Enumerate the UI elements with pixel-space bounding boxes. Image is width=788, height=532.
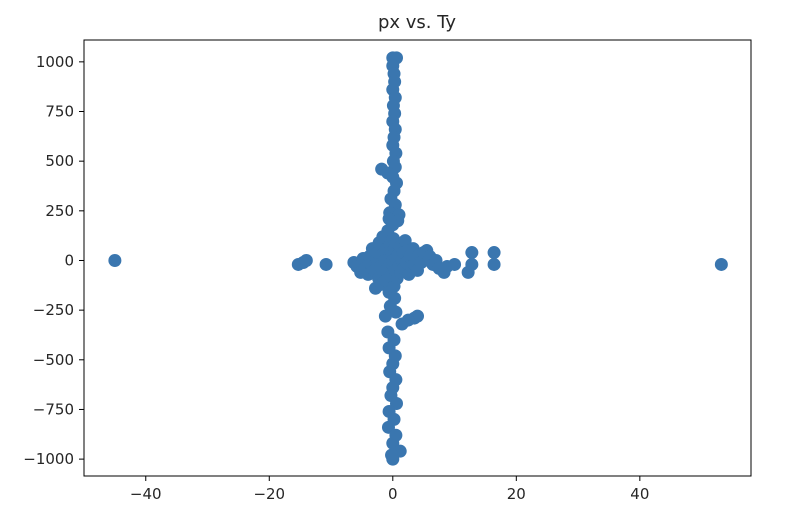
scatter-point bbox=[461, 265, 475, 279]
scatter-point bbox=[487, 246, 501, 260]
scatter-point bbox=[386, 452, 400, 466]
x-tick-label: 0 bbox=[388, 485, 398, 503]
x-tick-label: 20 bbox=[507, 485, 526, 503]
scatter-point bbox=[465, 246, 479, 260]
y-tick-label: 1000 bbox=[36, 53, 74, 71]
scatter-point bbox=[382, 212, 396, 226]
y-tick-label: −500 bbox=[33, 351, 74, 369]
y-tick-label: 250 bbox=[45, 202, 74, 220]
scatter-point bbox=[448, 257, 462, 271]
scatter-point bbox=[299, 253, 313, 267]
y-tick-label: 750 bbox=[45, 103, 74, 121]
x-tick-label: −40 bbox=[130, 485, 162, 503]
scatter-point bbox=[108, 253, 122, 267]
y-tick-label: −750 bbox=[33, 400, 74, 418]
y-tick-label: 0 bbox=[64, 251, 74, 269]
chart-title: px vs. Ty bbox=[378, 12, 456, 33]
scatter-point bbox=[398, 234, 412, 248]
x-tick-label: 40 bbox=[630, 485, 649, 503]
scatter-point bbox=[378, 309, 392, 323]
y-tick-label: 500 bbox=[45, 152, 74, 170]
x-tick-label: −20 bbox=[253, 485, 285, 503]
scatter-point bbox=[714, 257, 728, 271]
plot-frame bbox=[83, 39, 752, 477]
scatter-point bbox=[319, 257, 333, 271]
scatter-point bbox=[395, 317, 409, 331]
y-tick-label: −1000 bbox=[23, 450, 74, 468]
points-layer bbox=[108, 51, 728, 466]
ticks-layer: −40 −20 0 20 40 1000 750 500 250 0 −250 −500 −750 −10… bbox=[23, 53, 649, 503]
scatter-point bbox=[389, 305, 403, 319]
scatter-point bbox=[487, 257, 501, 271]
y-tick-label: −250 bbox=[33, 301, 74, 319]
